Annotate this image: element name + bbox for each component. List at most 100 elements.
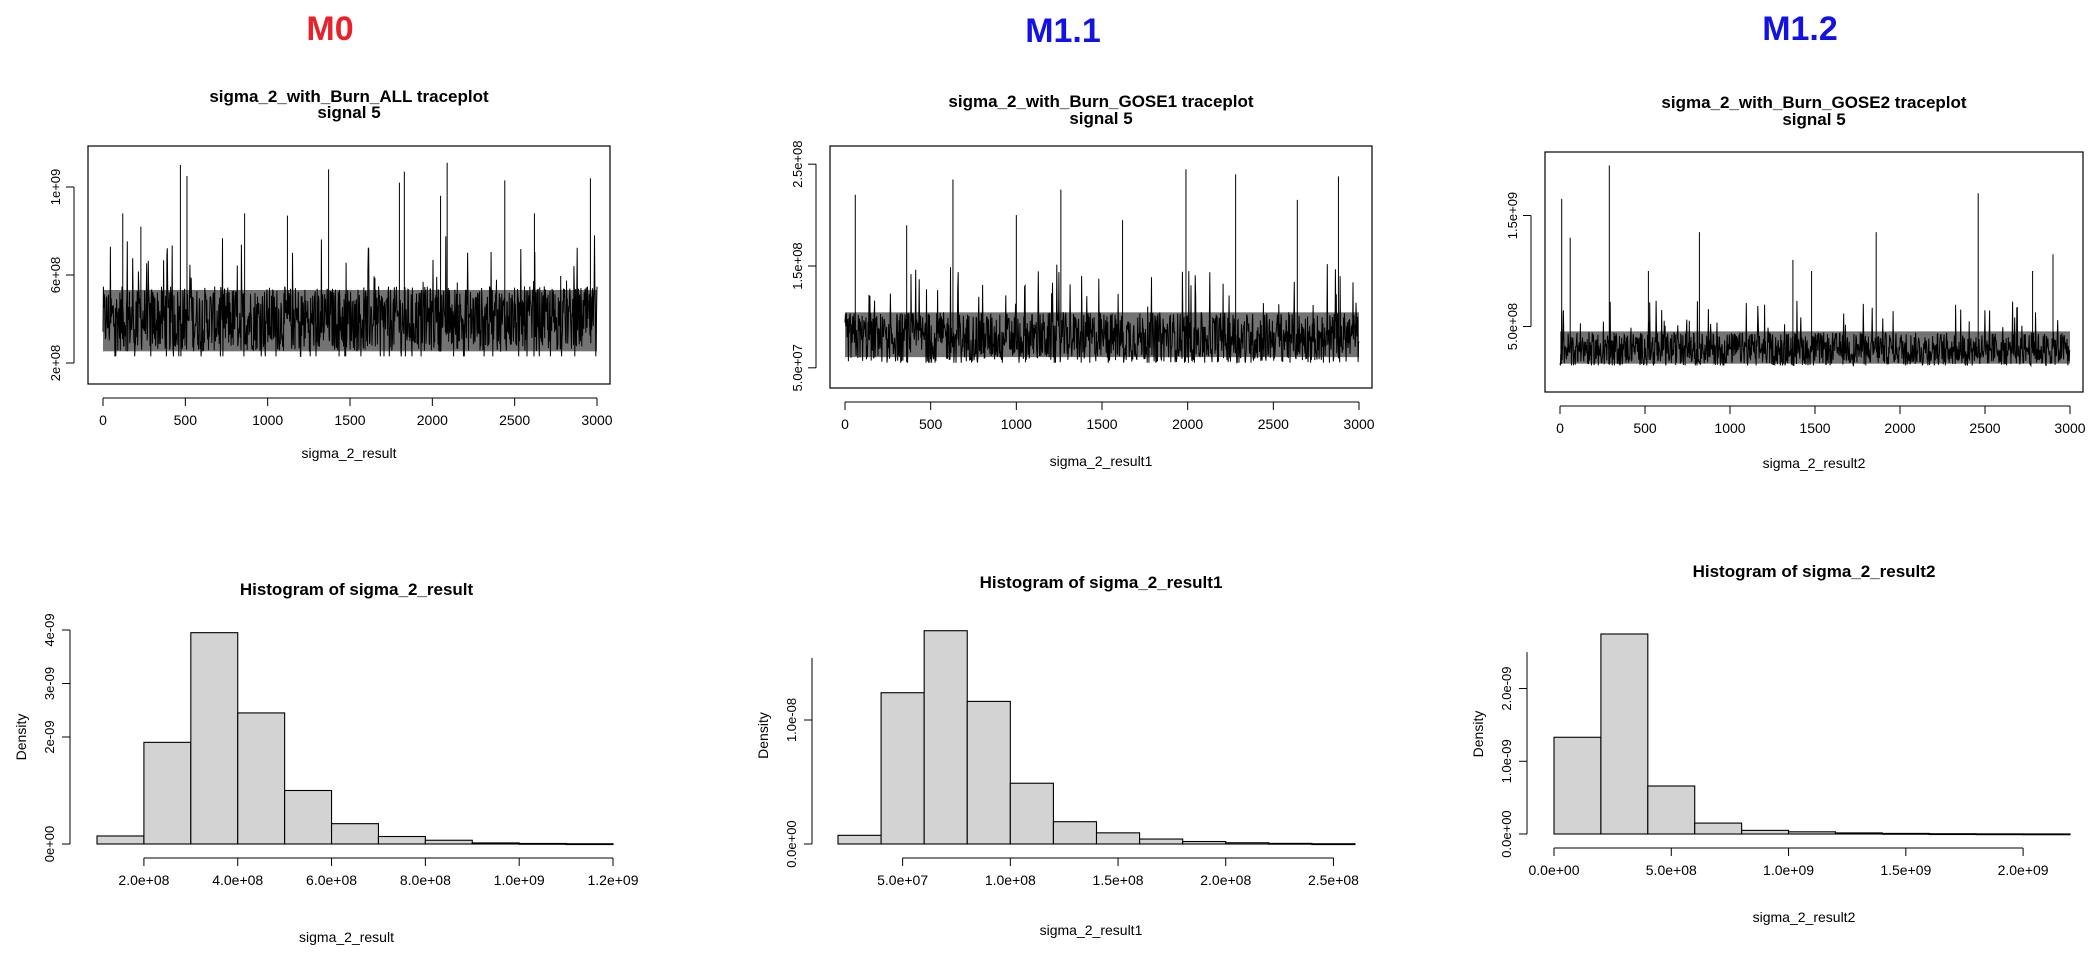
x-tick-label: 0.0e+00 xyxy=(1529,862,1580,878)
x-tick-label: 2.0e+08 xyxy=(118,872,169,888)
chart-title: Histogram of sigma_2_result2 xyxy=(1693,562,1936,581)
y-tick-label: 0.0e+00 xyxy=(1499,810,1514,857)
chart-title: sigma_2_with_Burn_GOSE1 traceplot xyxy=(948,92,1253,111)
x-tick-label: 2000 xyxy=(417,412,448,428)
plot-frame xyxy=(829,145,1373,389)
chart-subtitle: signal 5 xyxy=(1069,109,1132,128)
histogram-bar xyxy=(1009,782,1054,845)
panel-header-m1-2: M1.2 xyxy=(1762,10,1838,48)
histogram-bar xyxy=(1787,831,1837,835)
x-axis-label: sigma_2_result1 xyxy=(1040,922,1143,938)
chart-subtitle: signal 5 xyxy=(1782,110,1845,129)
plot-frame xyxy=(1544,151,2084,393)
histogram-bar xyxy=(518,842,567,845)
histogram-bar xyxy=(1052,821,1098,845)
x-tick-label: 2500 xyxy=(499,412,530,428)
x-axis-label: sigma_2_result1 xyxy=(1050,453,1153,469)
x-tick-label: 3000 xyxy=(2054,420,2085,436)
histogram-bar xyxy=(1881,832,1930,835)
chart-4: Histogram of sigma_2_result sigma_2_resul… xyxy=(13,580,639,945)
trace-band xyxy=(1560,331,2070,364)
x-tick-label: 1500 xyxy=(1799,420,1830,436)
y-axis-label: Density xyxy=(1470,711,1486,758)
x-axis-label: sigma_2_result2 xyxy=(1763,455,1866,471)
x-tick-label: 1.0e+09 xyxy=(1763,862,1814,878)
histogram-bar xyxy=(96,835,145,845)
histogram-bar xyxy=(1928,833,1977,836)
y-tick-label: 1.5e+09 xyxy=(1505,192,1520,239)
histogram-bar xyxy=(330,823,380,845)
histogram-bar xyxy=(143,741,192,845)
histogram-bar xyxy=(966,700,1011,845)
histogram-bar xyxy=(837,834,882,845)
x-tick-label: 5.0e+08 xyxy=(1646,862,1697,878)
y-tick-label: 2.5e+08 xyxy=(790,141,805,188)
panel-header-m1-1: M1.1 xyxy=(1025,12,1101,50)
plot-frame xyxy=(87,145,611,385)
y-tick-label: 5.0e+07 xyxy=(790,344,805,391)
chart-2: sigma_2_with_Burn_GOSE1 traceplotsignal … xyxy=(790,92,1375,469)
histogram-bar xyxy=(1553,736,1602,835)
y-tick-label: 1e+09 xyxy=(48,169,63,206)
chart-subtitle: signal 5 xyxy=(317,103,380,122)
x-tick-label: 1.2e+09 xyxy=(588,872,639,888)
histogram-bar xyxy=(237,712,286,845)
x-tick-label: 2.0e+09 xyxy=(1998,862,2049,878)
x-tick-label: 3000 xyxy=(1343,416,1374,432)
x-tick-label: 6.0e+08 xyxy=(306,872,357,888)
panel-header-m0: M0 xyxy=(306,10,353,48)
histogram-bar xyxy=(1600,633,1649,835)
x-tick-label: 2500 xyxy=(1969,420,2000,436)
y-tick-label: 2e+08 xyxy=(48,345,63,382)
x-tick-label: 1000 xyxy=(252,412,283,428)
y-tick-label: 4e-09 xyxy=(42,613,57,646)
x-tick-label: 2500 xyxy=(1258,416,1289,432)
chart-title: Histogram of sigma_2_result xyxy=(240,580,474,599)
x-tick-label: 1500 xyxy=(1086,416,1117,432)
y-tick-label: 0.0e+00 xyxy=(784,820,799,867)
chart-title: sigma_2_with_Burn_ALL traceplot xyxy=(209,87,489,106)
histogram-bar xyxy=(1975,833,2024,836)
histogram-bar xyxy=(424,839,473,845)
histogram-bar xyxy=(1182,840,1227,845)
y-tick-label: 3e-09 xyxy=(42,667,57,700)
histogram-bar xyxy=(1139,838,1184,845)
x-tick-label: 1.5e+08 xyxy=(1093,872,1144,888)
histogram-bar xyxy=(377,835,426,845)
x-tick-label: 500 xyxy=(174,412,198,428)
x-tick-label: 0 xyxy=(1556,420,1564,436)
chart-title: Histogram of sigma_2_result1 xyxy=(980,573,1223,592)
x-tick-label: 1.0e+09 xyxy=(494,872,545,888)
x-tick-label: 1000 xyxy=(1714,420,1745,436)
x-tick-label: 1500 xyxy=(334,412,365,428)
chart-title: sigma_2_with_Burn_GOSE2 traceplot xyxy=(1661,93,1966,112)
y-tick-label: 0e+00 xyxy=(42,826,57,863)
trace-band xyxy=(103,289,597,352)
trace-band xyxy=(845,312,1359,358)
x-tick-label: 3000 xyxy=(581,412,612,428)
histogram-bar xyxy=(2022,833,2071,836)
x-tick-label: 500 xyxy=(919,416,943,432)
histogram-bar xyxy=(1834,832,1883,835)
x-tick-label: 500 xyxy=(1633,420,1657,436)
x-tick-label: 4.0e+08 xyxy=(212,872,263,888)
histogram-bar xyxy=(923,630,968,845)
y-tick-label: 2.0e-09 xyxy=(1499,666,1514,710)
x-tick-label: 1.0e+08 xyxy=(985,872,1036,888)
histogram-bar xyxy=(1268,842,1313,845)
y-tick-label: 2e-09 xyxy=(42,720,57,753)
x-tick-label: 2.0e+08 xyxy=(1200,872,1251,888)
x-tick-label: 0 xyxy=(841,416,849,432)
x-axis-label: sigma_2_result xyxy=(299,929,394,945)
x-tick-label: 0 xyxy=(99,412,107,428)
y-tick-label: 1.5e+08 xyxy=(790,242,805,289)
chart-5: Histogram of sigma_2_result1 sigma_2_resu… xyxy=(755,573,1359,938)
y-tick-label: 5.0e+08 xyxy=(1505,303,1520,350)
histogram-bar xyxy=(471,842,520,845)
histogram-bar xyxy=(1741,829,1790,835)
histogram-bar xyxy=(565,843,614,846)
x-tick-label: 2.5e+08 xyxy=(1308,872,1359,888)
